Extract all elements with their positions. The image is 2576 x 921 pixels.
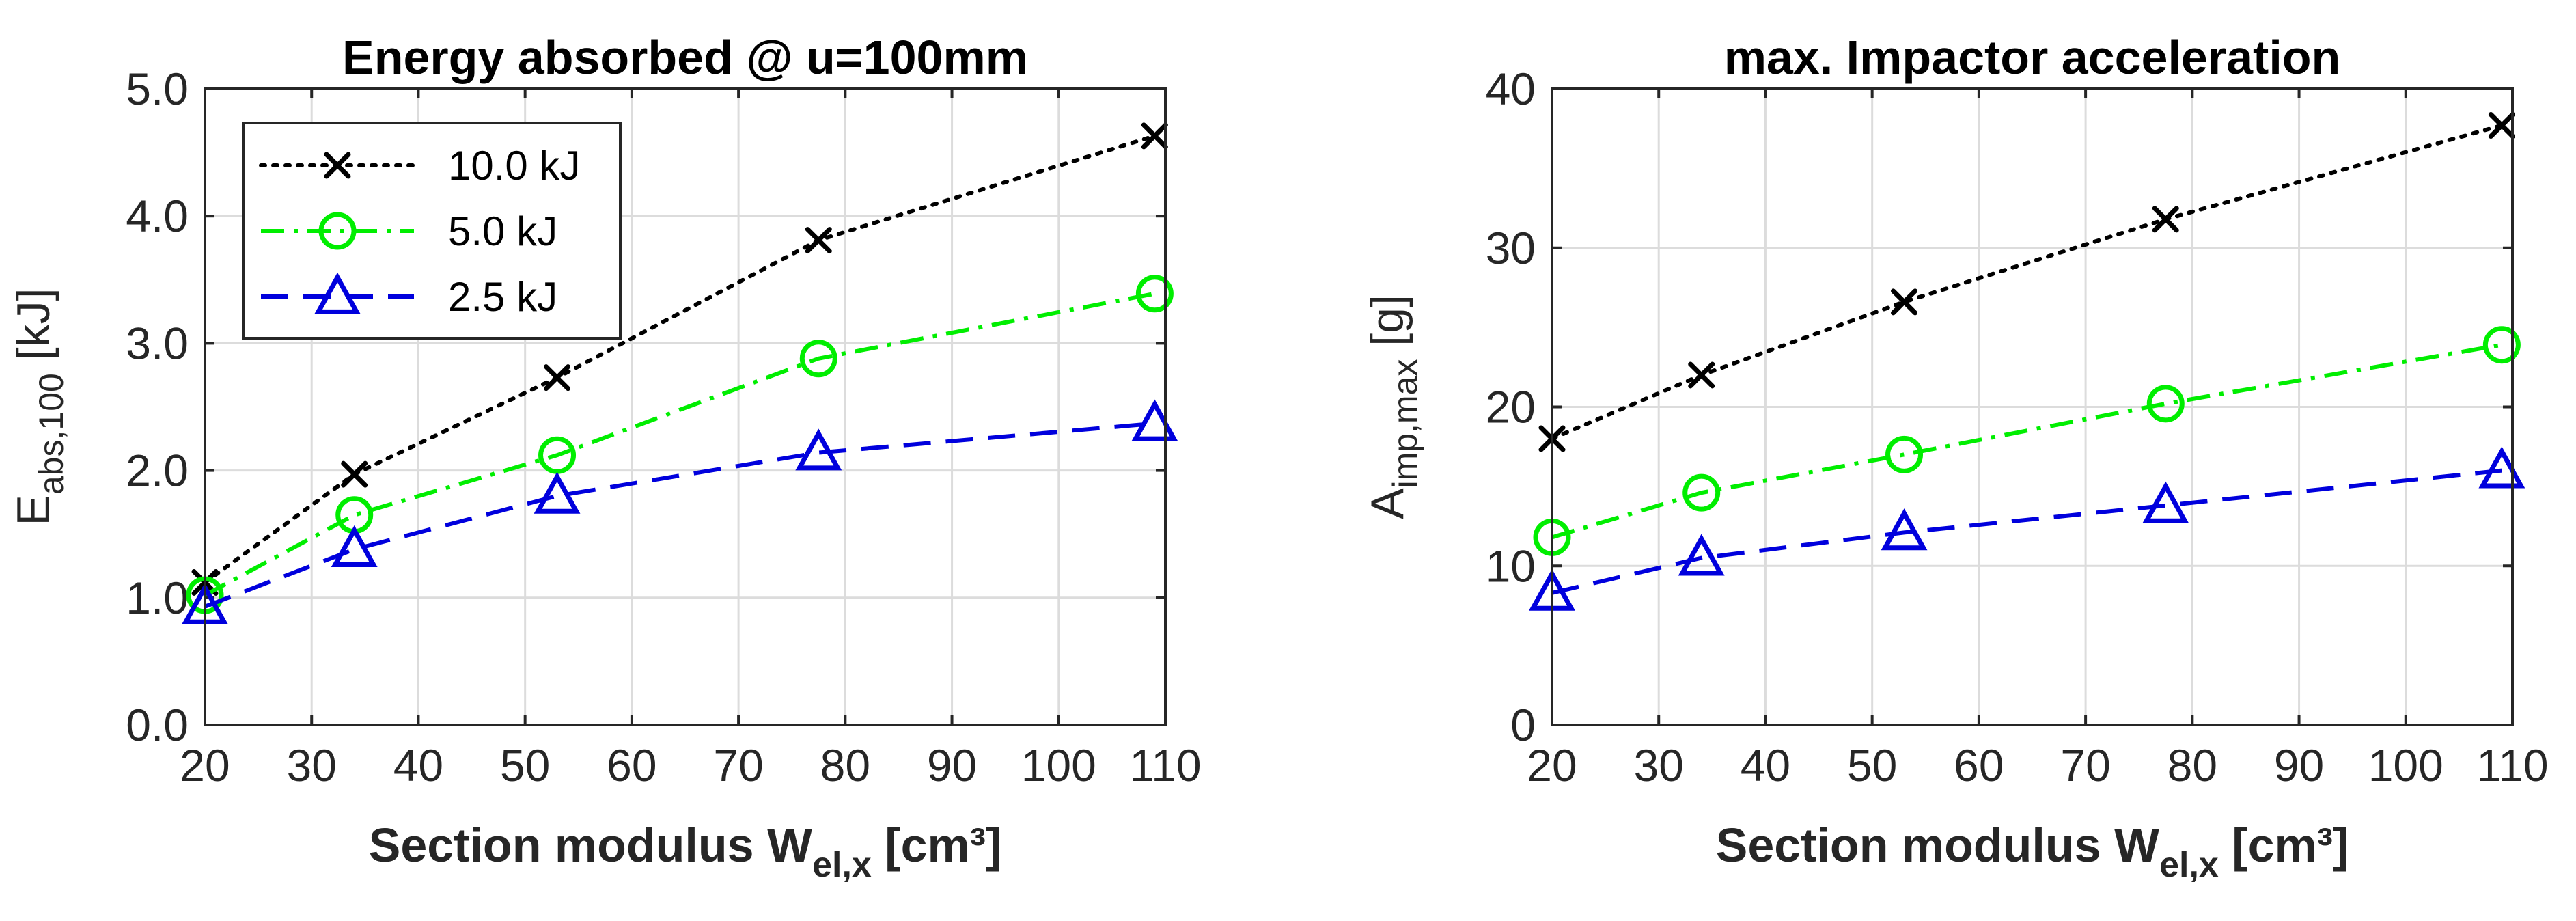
y-tick-label: 2.0	[126, 445, 189, 496]
y-tick-label: 0	[1510, 700, 1536, 750]
y-tick-label: 20	[1486, 382, 1536, 432]
x-tick-label: 20	[1527, 740, 1577, 791]
y-axis-label: Aimp,max [g]	[1361, 294, 1424, 519]
data-point-x	[1891, 288, 1918, 316]
x-tick-label: 80	[2168, 740, 2217, 791]
x-axis-label-main: Section modulus W	[369, 819, 812, 872]
legend-marker-x	[324, 152, 351, 179]
data-point-triangle	[1881, 508, 1928, 551]
x-axis-label-unit: [cm³]	[2219, 819, 2349, 872]
legend-label: 10.0 kJ	[448, 143, 580, 189]
legend-label: 5.0 kJ	[448, 208, 557, 254]
y-tick-label: 5.0	[126, 64, 189, 114]
y-tick-label: 4.0	[126, 191, 189, 241]
x-tick-label: 40	[393, 740, 443, 791]
legend: 10.0 kJ 5.0 kJ 2.5 kJ	[242, 122, 622, 340]
x-tick-label: 50	[500, 740, 550, 791]
x-tick-label: 40	[1741, 740, 1790, 791]
x-axis-label-main: Section modulus W	[1716, 819, 2159, 872]
data-point-triangle	[2142, 481, 2189, 523]
y-tick-label: 30	[1486, 223, 1536, 273]
y-axis-label: Eabs,100 [kJ]	[8, 288, 70, 526]
legend-box	[242, 122, 622, 340]
x-tick-label: 60	[607, 740, 656, 791]
x-tick-label: 30	[1634, 740, 1684, 791]
data-point-x	[805, 227, 832, 254]
x-tick-label: 90	[2274, 740, 2324, 791]
legend-label: 2.5 kJ	[448, 274, 557, 320]
data-point-x	[1688, 361, 1715, 389]
data-point-circle	[2482, 326, 2521, 364]
x-axis-label-sub: el,x	[812, 845, 872, 885]
data-point-circle	[1682, 473, 1721, 512]
data-point-x	[2152, 206, 2179, 233]
legend-marker-triangle	[314, 272, 361, 314]
y-axis-label-main: A	[1361, 488, 1413, 519]
x-tick-label: 50	[1847, 740, 1897, 791]
data-point-triangle	[534, 471, 581, 514]
series-line-1	[1550, 123, 2504, 441]
data-point-circle	[1135, 275, 1174, 313]
chart-panel-2: 20 30 40 50 60 70 80 90 100 110 0 10 20 30 40 max. Impa…	[1361, 31, 2549, 885]
data-point-x	[341, 460, 368, 488]
y-axis-label-sub: abs,100	[32, 373, 70, 495]
data-point-triangle	[331, 525, 378, 567]
y-axis-label-main: E	[8, 495, 59, 525]
x-tick-label: 100	[2368, 740, 2443, 791]
chart-title: max. Impactor acceleration	[1724, 31, 2341, 84]
series-line-3	[1551, 468, 2502, 595]
y-tick-label: 1.0	[126, 573, 189, 623]
y-axis-label-unit: [kJ]	[8, 288, 59, 374]
y-tick-label: 40	[1486, 64, 1536, 114]
x-tick-label: 20	[180, 740, 230, 791]
chart-panel-1: 20 30 40 50 60 70 80 90 100 110 0.0 1.0 2.0 3.0 4.0 5.0…	[8, 31, 1202, 885]
chart-title: Energy absorbed @ u=100mm	[342, 31, 1028, 84]
x-axis-label: Section modulus Wel,x [cm³]	[1716, 819, 2349, 885]
data-point-x	[2488, 112, 2515, 139]
x-tick-label: 100	[1021, 740, 1096, 791]
data-point-triangle	[795, 428, 842, 471]
axes-frame	[204, 87, 1167, 726]
x-tick-label: 110	[2476, 740, 2548, 791]
data-point-circle	[799, 340, 837, 378]
y-axis-label-unit: [g]	[1361, 294, 1413, 359]
x-tick-label: 60	[1954, 740, 2004, 791]
x-tick-label: 110	[1129, 740, 1201, 791]
data-point-x	[1141, 122, 1168, 150]
y-tick-label: 0.0	[126, 700, 189, 750]
x-tick-label: 70	[713, 740, 763, 791]
x-axis-label-unit: [cm³]	[872, 819, 1002, 872]
series-line-2	[1551, 342, 2502, 540]
data-point-circle	[2146, 385, 2185, 423]
x-tick-label: 90	[927, 740, 977, 791]
legend-marker-circle	[318, 212, 357, 250]
data-point-triangle	[1678, 534, 1725, 576]
data-point-circle	[1885, 435, 1924, 473]
data-point-x	[544, 364, 571, 391]
x-axis-label-sub: el,x	[2159, 845, 2219, 885]
series-line-2	[204, 291, 1155, 597]
x-tick-label: 70	[2060, 740, 2110, 791]
x-tick-label: 80	[820, 740, 870, 791]
y-tick-label: 10	[1486, 540, 1536, 591]
y-tick-label: 3.0	[126, 318, 189, 368]
series-line-3	[204, 421, 1155, 609]
x-tick-label: 30	[287, 740, 337, 791]
x-axis-label: Section modulus Wel,x [cm³]	[369, 819, 1002, 885]
axes-frame	[1551, 87, 2514, 726]
data-point-circle	[538, 436, 577, 474]
y-axis-label-sub: imp,max	[1386, 359, 1424, 489]
